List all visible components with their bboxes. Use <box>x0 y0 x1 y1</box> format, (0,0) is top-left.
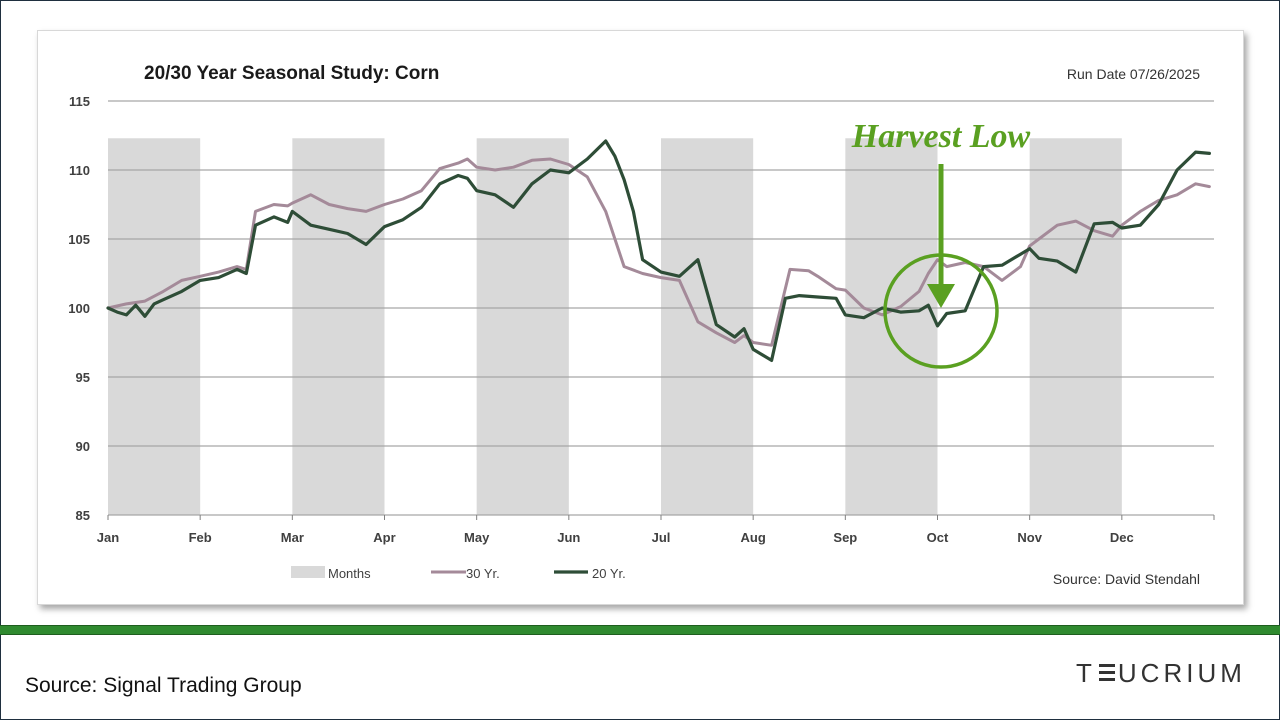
harvest-circle <box>883 253 999 369</box>
y-tick-label: 105 <box>68 232 90 247</box>
chart-title: 20/30 Year Seasonal Study: Corn <box>144 63 439 84</box>
x-tick-label-jul: Jul <box>652 530 671 545</box>
x-tick-label-feb: Feb <box>189 530 212 545</box>
month-band-mar <box>292 138 385 515</box>
x-tick-label-oct: Oct <box>927 530 949 545</box>
x-tick-label-dec: Dec <box>1110 530 1134 545</box>
y-tick-label: 85 <box>76 508 90 523</box>
x-tick-label-sep: Sep <box>833 530 857 545</box>
footer-source: Source: Signal Trading Group <box>25 674 302 697</box>
y-tick-label: 100 <box>68 301 90 316</box>
x-tick-label-mar: Mar <box>281 530 304 545</box>
y-tick-label: 95 <box>76 370 90 385</box>
harvest-arrow-head <box>927 284 955 308</box>
month-band-sep <box>845 138 938 515</box>
month-band-jan <box>108 138 201 515</box>
x-tick-label-may: May <box>464 530 490 545</box>
series-line-30yr <box>106 157 1211 347</box>
legend-label-20yr: 20 Yr. <box>592 566 626 581</box>
chart-source-note: Source: David Stendahl <box>1053 571 1200 587</box>
divider-rule <box>0 625 1280 635</box>
x-tick-label-aug: Aug <box>741 530 766 545</box>
run-date: Run Date 07/26/2025 <box>1067 66 1200 82</box>
x-tick-label-apr: Apr <box>373 530 395 545</box>
x-tick-label-nov: Nov <box>1017 530 1042 545</box>
chart-card: 85 90 95 100 105 110 115 Jan Feb Mar Apr May Jun Jul A… <box>37 30 1244 605</box>
harvest-low-label: Harvest Low <box>851 118 1031 155</box>
legend-label-30yr: 30 Yr. <box>466 566 500 581</box>
y-tick-label: 90 <box>76 439 90 454</box>
seasonal-chart: 85 90 95 100 105 110 115 Jan Feb Mar Apr May Jun Jul A… <box>68 63 1215 587</box>
month-band-nov <box>1029 138 1122 515</box>
y-tick-label: 115 <box>69 94 90 109</box>
logo-letters-right: UCRIUM <box>1117 658 1246 688</box>
logo-letters-left: T <box>1076 658 1096 688</box>
legend-swatch-months <box>291 566 325 578</box>
series-line-20yr <box>106 139 1212 362</box>
teucrium-logo: T UCRIUM <box>1076 658 1246 689</box>
x-tick-label-jun: Jun <box>557 530 580 545</box>
y-tick-label: 110 <box>69 163 90 178</box>
legend-label-months: Months <box>328 566 371 581</box>
x-tick-label-jan: Jan <box>97 530 119 545</box>
logo-e-glyph <box>1097 662 1117 682</box>
month-band-may <box>476 138 569 515</box>
